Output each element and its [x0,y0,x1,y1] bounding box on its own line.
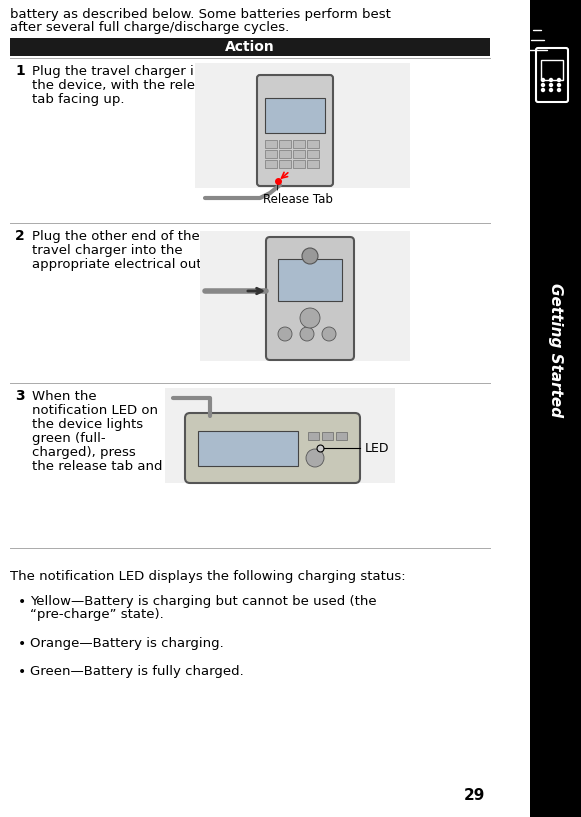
Text: “pre-charge” state).: “pre-charge” state). [30,608,164,621]
Text: Plug the other end of the: Plug the other end of the [32,230,200,243]
Circle shape [550,88,553,92]
Bar [307,160,319,168]
Bar [279,140,291,148]
Text: Getting Started: Getting Started [548,283,563,417]
Circle shape [306,449,324,467]
Text: When the: When the [32,390,96,403]
Text: battery as described below. Some batteries perform best: battery as described below. Some batteri… [10,8,391,21]
Circle shape [558,78,561,82]
Circle shape [550,83,553,87]
Text: tab facing up.: tab facing up. [32,93,124,106]
Text: Green—Battery is fully charged.: Green—Battery is fully charged. [30,665,244,678]
Bar [336,432,347,440]
Text: Action: Action [225,40,275,54]
Text: The notification LED displays the following charging status:: The notification LED displays the follow… [10,570,406,583]
Bar [200,231,410,361]
Text: •: • [18,595,26,609]
Bar [265,150,277,158]
Text: appropriate electrical outlet.: appropriate electrical outlet. [32,258,223,271]
Text: Plug the travel charger into: Plug the travel charger into [32,65,216,78]
Text: the release tab and remove the travel charger.: the release tab and remove the travel ch… [32,460,345,473]
Text: travel charger into the: travel charger into the [32,244,182,257]
Circle shape [300,327,314,341]
Text: charged), press: charged), press [32,446,136,459]
Circle shape [300,308,320,328]
Text: 3: 3 [15,389,24,403]
Text: Orange—Battery is charging.: Orange—Battery is charging. [30,637,224,650]
Text: the device, with the release: the device, with the release [32,79,218,92]
Bar [198,431,298,466]
FancyBboxPatch shape [266,237,354,360]
Text: 2: 2 [15,229,25,243]
Text: after several full charge/discharge cycles.: after several full charge/discharge cycl… [10,21,289,34]
Circle shape [550,78,553,82]
Bar [293,150,305,158]
Bar [279,160,291,168]
Text: 29: 29 [464,788,485,802]
Circle shape [541,88,544,92]
Bar [293,160,305,168]
Bar [307,140,319,148]
Bar [322,432,333,440]
Circle shape [558,88,561,92]
Text: Yellow—Battery is charging but cannot be used (the: Yellow—Battery is charging but cannot be… [30,595,376,608]
Bar [265,98,325,133]
Bar [265,160,277,168]
FancyBboxPatch shape [185,413,360,483]
Bar [195,63,410,188]
Circle shape [278,327,292,341]
Text: LED: LED [365,441,389,454]
Bar [278,259,342,301]
Circle shape [541,78,544,82]
Bar [265,140,277,148]
Bar [541,60,563,80]
Text: notification LED on: notification LED on [32,404,158,417]
Text: •: • [18,637,26,651]
FancyBboxPatch shape [257,75,333,186]
Bar [10,38,490,56]
Bar [293,140,305,148]
Bar [530,0,581,120]
Bar [308,432,319,440]
Circle shape [302,248,318,264]
Circle shape [322,327,336,341]
Circle shape [541,83,544,87]
Bar [307,150,319,158]
Bar [165,388,395,483]
Circle shape [558,83,561,87]
Text: Release Tab: Release Tab [263,193,332,206]
Text: the device lights: the device lights [32,418,143,431]
Text: green (full-: green (full- [32,432,106,445]
Text: 1: 1 [15,64,25,78]
Text: •: • [18,665,26,679]
Bar [279,150,291,158]
Bar [530,0,581,817]
